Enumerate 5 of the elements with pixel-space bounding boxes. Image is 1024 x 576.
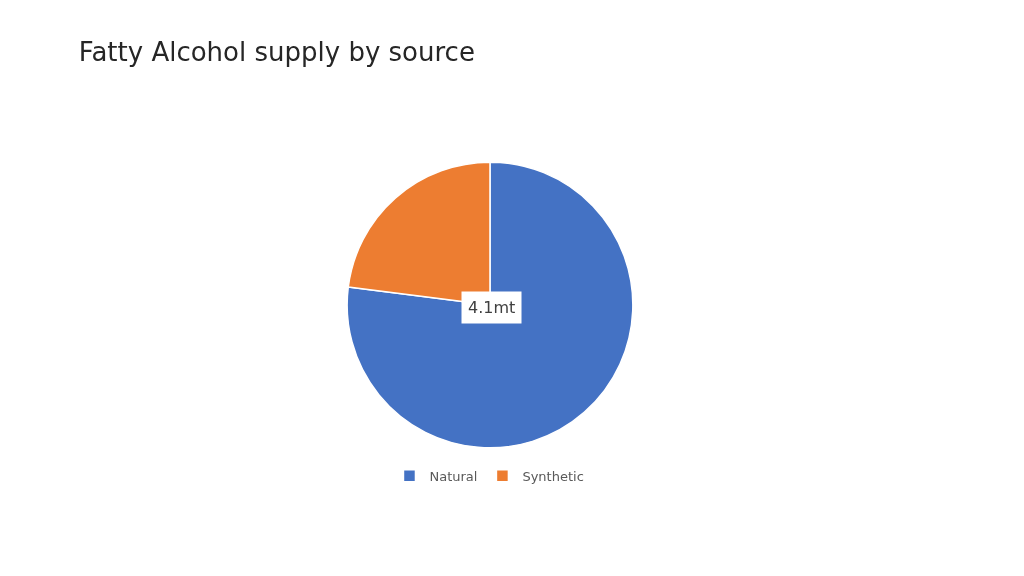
text: 4.1mt bbox=[468, 298, 516, 317]
pie-slice bbox=[346, 161, 634, 449]
legend-label: Natural bbox=[429, 468, 478, 484]
legend-label: Synthetic bbox=[522, 468, 584, 484]
chart-title: Fatty Alcohol supply by source bbox=[78, 36, 475, 67]
